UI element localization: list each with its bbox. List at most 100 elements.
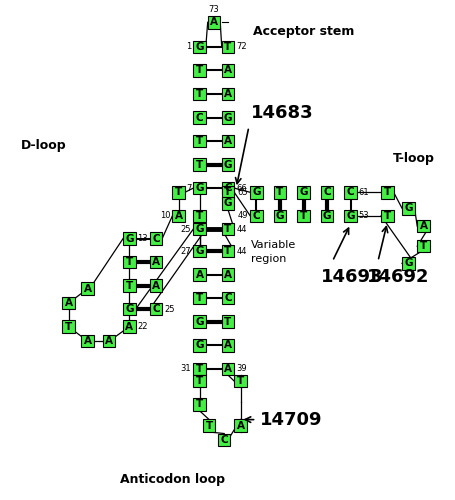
FancyBboxPatch shape [62, 320, 75, 333]
FancyBboxPatch shape [193, 374, 205, 387]
Text: region: region [250, 254, 286, 264]
Text: A: A [195, 270, 203, 280]
FancyBboxPatch shape [221, 64, 234, 76]
FancyBboxPatch shape [221, 292, 234, 304]
FancyBboxPatch shape [416, 220, 429, 232]
FancyBboxPatch shape [221, 362, 234, 375]
FancyBboxPatch shape [221, 158, 234, 171]
Text: G: G [346, 211, 354, 221]
FancyBboxPatch shape [207, 16, 220, 28]
Text: G: G [195, 246, 203, 256]
Text: 44: 44 [236, 224, 246, 234]
FancyBboxPatch shape [380, 186, 393, 198]
Text: 39: 39 [236, 364, 246, 374]
FancyBboxPatch shape [123, 303, 135, 316]
Text: T: T [196, 89, 203, 99]
FancyBboxPatch shape [221, 88, 234, 101]
FancyBboxPatch shape [193, 268, 205, 281]
Text: T: T [383, 211, 390, 221]
FancyBboxPatch shape [149, 232, 162, 245]
Text: T: T [196, 66, 203, 76]
FancyBboxPatch shape [193, 158, 205, 171]
Text: G: G [195, 224, 203, 234]
Text: C: C [152, 304, 159, 314]
Text: A: A [223, 66, 232, 76]
FancyBboxPatch shape [81, 335, 94, 347]
FancyBboxPatch shape [103, 335, 115, 347]
Text: 25: 25 [181, 224, 191, 234]
Text: T: T [65, 322, 72, 332]
Text: 53: 53 [358, 212, 369, 220]
Text: C: C [224, 293, 231, 303]
FancyBboxPatch shape [221, 339, 234, 351]
FancyBboxPatch shape [217, 434, 230, 446]
FancyBboxPatch shape [401, 257, 414, 270]
Text: G: G [195, 316, 203, 326]
FancyBboxPatch shape [202, 420, 215, 432]
FancyBboxPatch shape [193, 292, 205, 304]
FancyBboxPatch shape [193, 88, 205, 101]
Text: G: G [403, 258, 412, 268]
FancyBboxPatch shape [221, 197, 234, 209]
Text: C: C [152, 234, 159, 243]
FancyBboxPatch shape [221, 268, 234, 281]
Text: T-loop: T-loop [392, 152, 434, 166]
Text: 13: 13 [137, 234, 148, 243]
FancyBboxPatch shape [193, 398, 205, 410]
FancyBboxPatch shape [273, 186, 286, 198]
FancyBboxPatch shape [250, 210, 262, 222]
Text: T: T [224, 316, 231, 326]
Text: T: T [205, 420, 212, 430]
Text: C: C [224, 183, 231, 193]
Text: A: A [174, 211, 182, 221]
Text: G: G [125, 304, 133, 314]
Text: G: G [252, 188, 260, 198]
FancyBboxPatch shape [221, 135, 234, 147]
FancyBboxPatch shape [320, 210, 333, 222]
Text: A: A [65, 298, 72, 308]
Text: T: T [383, 188, 390, 198]
FancyBboxPatch shape [172, 186, 185, 198]
Text: G: G [298, 188, 307, 198]
Text: 65: 65 [237, 188, 248, 197]
Text: T: T [224, 224, 231, 234]
Text: G: G [223, 160, 232, 170]
Text: C: C [323, 188, 330, 198]
Text: A: A [152, 280, 160, 290]
Text: G: G [195, 340, 203, 350]
Text: G: G [223, 198, 232, 208]
Text: T: T [196, 293, 203, 303]
Text: 66: 66 [236, 184, 246, 192]
FancyBboxPatch shape [344, 210, 356, 222]
Text: 25: 25 [164, 304, 174, 314]
FancyBboxPatch shape [193, 339, 205, 351]
Text: T: T [196, 160, 203, 170]
FancyBboxPatch shape [172, 210, 185, 222]
FancyBboxPatch shape [193, 316, 205, 328]
FancyBboxPatch shape [193, 245, 205, 258]
Text: C: C [346, 188, 354, 198]
Text: G: G [322, 211, 331, 221]
Text: T: T [175, 188, 182, 198]
Text: G: G [125, 234, 133, 243]
FancyBboxPatch shape [221, 40, 234, 53]
Text: T: T [196, 211, 203, 221]
Text: T: T [299, 211, 307, 221]
Text: A: A [152, 257, 160, 267]
FancyBboxPatch shape [193, 40, 205, 53]
Text: A: A [105, 336, 113, 346]
FancyBboxPatch shape [221, 112, 234, 124]
Text: 44: 44 [236, 246, 246, 256]
Text: C: C [220, 435, 228, 445]
Text: C: C [195, 112, 203, 122]
FancyBboxPatch shape [193, 135, 205, 147]
FancyBboxPatch shape [123, 232, 135, 245]
Text: 73: 73 [208, 5, 219, 14]
Text: 14692: 14692 [366, 268, 428, 285]
FancyBboxPatch shape [123, 280, 135, 292]
Text: A: A [223, 270, 232, 280]
Text: A: A [209, 18, 217, 28]
FancyBboxPatch shape [416, 240, 429, 252]
FancyBboxPatch shape [193, 210, 205, 222]
Text: 14709: 14709 [260, 410, 322, 428]
